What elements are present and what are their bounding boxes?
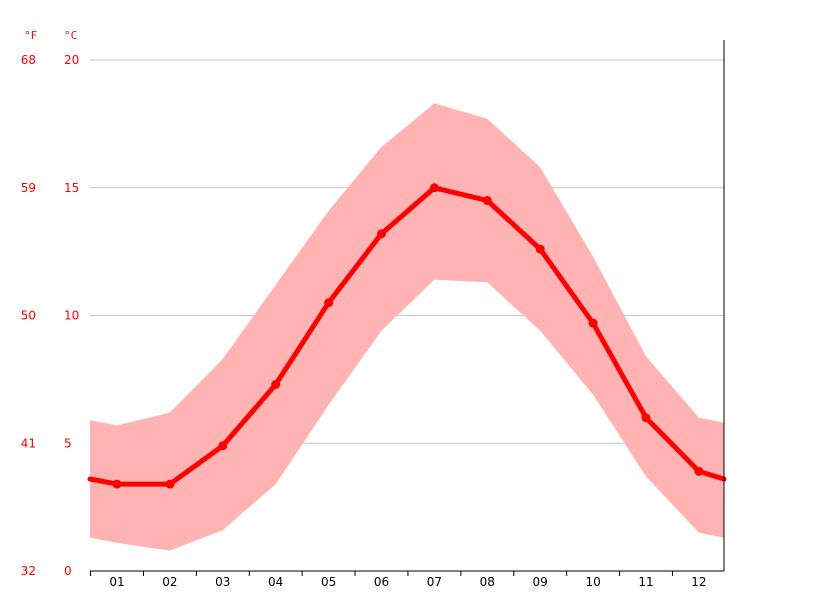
x-tick-label: 02 bbox=[162, 575, 177, 589]
unit-label-fahrenheit: °F bbox=[24, 29, 37, 42]
y-tick-label-fahrenheit: 41 bbox=[21, 436, 36, 450]
data-point bbox=[271, 379, 281, 389]
label-layer: °F °C 68 20 59 15 50 10 41 5 32 0 01 02 03 04 05 06 07 08… bbox=[21, 29, 707, 589]
y-tick-label-fahrenheit: 59 bbox=[21, 181, 36, 195]
axis-layer bbox=[90, 40, 725, 576]
y-tick-label-fahrenheit: 50 bbox=[21, 309, 36, 323]
data-point bbox=[165, 479, 175, 489]
data-point bbox=[535, 244, 545, 254]
line-layer bbox=[87, 183, 727, 489]
x-tick-label: 07 bbox=[427, 575, 442, 589]
data-point bbox=[641, 413, 651, 423]
x-tick-label: 10 bbox=[585, 575, 600, 589]
data-point bbox=[482, 196, 492, 206]
x-tick-label: 08 bbox=[480, 575, 495, 589]
average-temperature-line bbox=[87, 185, 727, 487]
y-tick-label-celsius: 20 bbox=[64, 53, 79, 67]
y-tick-label-fahrenheit: 32 bbox=[21, 564, 36, 578]
unit-label-celsius: °C bbox=[64, 29, 77, 42]
x-tick-label: 04 bbox=[268, 575, 283, 589]
x-tick-label: 12 bbox=[691, 575, 706, 589]
data-point bbox=[324, 298, 334, 308]
data-point bbox=[112, 479, 122, 489]
x-tick-label: 09 bbox=[533, 575, 548, 589]
data-point bbox=[588, 318, 598, 328]
x-tick-label: 06 bbox=[374, 575, 389, 589]
x-tick-label: 03 bbox=[215, 575, 230, 589]
y-tick-label-celsius: 10 bbox=[64, 309, 79, 323]
data-point bbox=[377, 229, 386, 239]
y-tick-label-celsius: 15 bbox=[64, 181, 79, 195]
x-tick-label: 01 bbox=[109, 575, 124, 589]
temperature-range-band bbox=[90, 103, 724, 551]
x-tick-label: 11 bbox=[638, 575, 653, 589]
data-point bbox=[694, 466, 704, 476]
data-point bbox=[218, 441, 228, 451]
band-layer bbox=[90, 103, 724, 551]
x-tick-label: 05 bbox=[321, 575, 336, 589]
y-tick-label-fahrenheit: 68 bbox=[21, 53, 36, 67]
y-tick-label-celsius: 0 bbox=[64, 564, 72, 578]
y-tick-label-celsius: 5 bbox=[64, 436, 72, 450]
data-point bbox=[429, 183, 439, 193]
